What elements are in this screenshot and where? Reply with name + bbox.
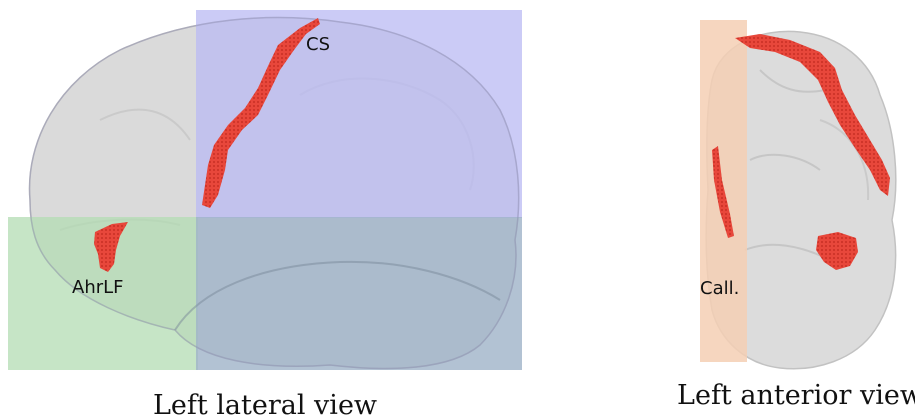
overlap-region-box	[196, 217, 522, 370]
cs-label: CS	[306, 34, 330, 55]
central-sulcus-shape	[202, 18, 320, 208]
call-region-shape	[712, 146, 734, 238]
anterior-lower-shape	[816, 232, 858, 270]
anterior-view-panel: Call. Left anterior view	[677, 20, 915, 411]
lateral-brain-outline	[28, 16, 520, 370]
ahrlf-label: AhrLF	[72, 277, 124, 298]
anterior-sulcus-shape	[735, 34, 890, 196]
anterior-view-caption: Left anterior view	[677, 380, 915, 411]
lateral-view-panel: CS AhrLF Left lateral view	[8, 10, 522, 420]
lateral-view-caption: Left lateral view	[153, 390, 377, 420]
ahrlf-shape	[94, 222, 128, 272]
call-label: Call.	[700, 278, 739, 299]
